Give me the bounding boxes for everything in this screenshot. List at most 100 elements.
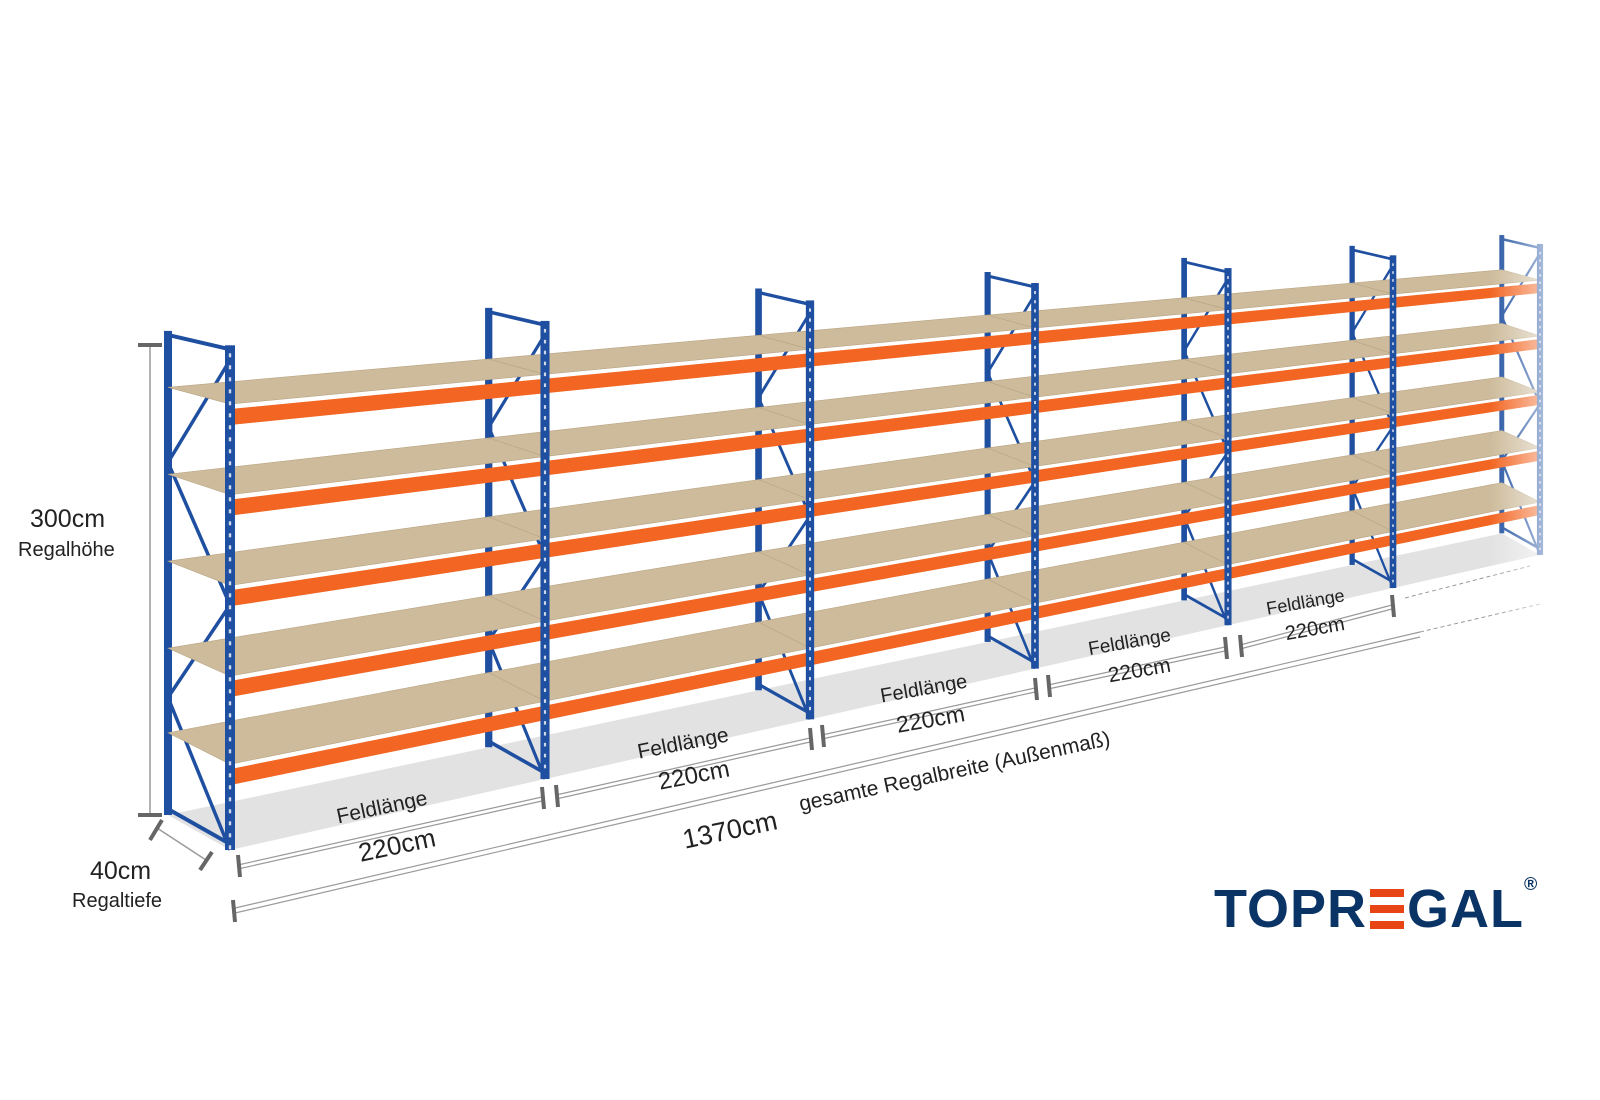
frame-top-brace <box>987 274 1036 289</box>
registered-mark: ® <box>1524 874 1539 894</box>
frame-diagonal-brace <box>1183 277 1230 352</box>
upright-hole <box>1227 479 1229 483</box>
upright-hole <box>543 590 547 594</box>
upright-hole <box>228 389 232 394</box>
upright-hole <box>809 457 811 462</box>
frame-bottom-brace <box>167 807 231 846</box>
upright-hole <box>543 339 547 344</box>
logo-text-part1: TOPR <box>1214 879 1368 939</box>
upright-hole <box>1227 318 1229 322</box>
front-beam <box>230 543 545 607</box>
upright-hole <box>1227 556 1229 560</box>
upright-hole <box>1392 445 1394 448</box>
upright-hole <box>1392 334 1394 338</box>
upright-hole <box>543 677 547 682</box>
field-tick <box>554 784 560 808</box>
upright-hole <box>228 653 232 658</box>
upright-hole <box>809 617 811 621</box>
field-dimension-line <box>237 800 543 870</box>
upright-hole <box>1034 364 1036 368</box>
upright-hole <box>228 809 232 814</box>
upright-hole <box>228 845 232 850</box>
upright-hole <box>1227 454 1229 458</box>
upright-hole <box>809 577 811 581</box>
upright-hole <box>1392 437 1394 440</box>
upright-hole <box>1034 593 1036 597</box>
field-dimension-line <box>821 691 1036 740</box>
upright-hole <box>1034 483 1036 487</box>
upright-hole <box>543 394 547 398</box>
field-tick <box>820 724 826 748</box>
upright-hole <box>1227 310 1229 313</box>
frame-top-brace <box>488 310 546 327</box>
upright-hole <box>543 579 547 584</box>
upright-hole <box>228 665 232 670</box>
frame-diagonal-brace <box>1351 264 1394 334</box>
depth-value: 40cm <box>90 857 152 885</box>
upright-hole <box>228 521 232 526</box>
upright-hole <box>1392 516 1394 520</box>
field-tick <box>1033 677 1039 701</box>
upright-hole <box>1227 377 1229 381</box>
front-beam <box>810 539 1035 593</box>
upright-hole <box>809 676 811 681</box>
upright-hole <box>228 641 232 646</box>
frame-top-brace <box>167 332 231 352</box>
upright-hole <box>543 721 547 725</box>
frame-bottom-brace <box>757 682 811 715</box>
upright-hole <box>809 557 811 561</box>
upright-hole <box>1034 474 1036 478</box>
upright-hole <box>1034 346 1036 350</box>
upright-hole <box>543 644 547 649</box>
upright-hole <box>543 623 547 627</box>
upright-hole <box>1227 403 1229 407</box>
upright-hole <box>1392 413 1394 417</box>
upright-hole <box>1034 419 1036 423</box>
total-dimension-line <box>234 636 1421 914</box>
front-beam <box>1035 313 1228 344</box>
upright-hole <box>809 358 811 362</box>
upright-hole <box>543 535 547 540</box>
upright-hole <box>1034 630 1036 634</box>
field-dimension-line <box>1239 604 1393 646</box>
upright-hole <box>1227 462 1229 466</box>
upright-hole <box>1392 366 1394 369</box>
upright-hole <box>1392 461 1394 464</box>
upright-hole <box>1392 358 1394 361</box>
upright-hole <box>1227 496 1229 500</box>
upright-hole <box>809 657 811 661</box>
upright-hole <box>1034 309 1036 313</box>
upright-hole <box>1227 293 1229 296</box>
upright-hole <box>809 368 811 372</box>
logo-text-part2: GAL <box>1407 879 1525 939</box>
upright-hole <box>1392 540 1394 543</box>
upright-hole <box>1227 352 1229 356</box>
upright-hole <box>1034 373 1036 377</box>
upright-hole <box>543 546 547 551</box>
upright-hole <box>228 425 232 430</box>
upright-hole <box>809 487 811 492</box>
upright-hole <box>1227 547 1229 551</box>
frame-top-brace <box>1183 260 1229 274</box>
front-beam <box>545 652 810 721</box>
front-beam <box>1228 297 1393 325</box>
upright-hole <box>809 666 811 671</box>
upright-hole <box>809 408 811 412</box>
upright-hole <box>228 689 232 694</box>
upright-hole <box>809 527 811 531</box>
front-beam <box>545 579 810 641</box>
upright-hole <box>543 383 547 388</box>
upright-hole <box>228 545 232 550</box>
upright-hole <box>1034 428 1036 432</box>
upright-hole <box>1227 573 1229 577</box>
upright-hole <box>543 372 547 377</box>
field-dimension-line <box>237 796 543 866</box>
upright-hole <box>1392 555 1394 559</box>
upright-hole <box>228 677 232 682</box>
upright-hole <box>1392 389 1394 393</box>
back-upright <box>164 330 172 815</box>
upright-hole <box>1034 391 1036 395</box>
upright-hole <box>1392 571 1394 575</box>
upright-hole <box>1227 488 1229 492</box>
